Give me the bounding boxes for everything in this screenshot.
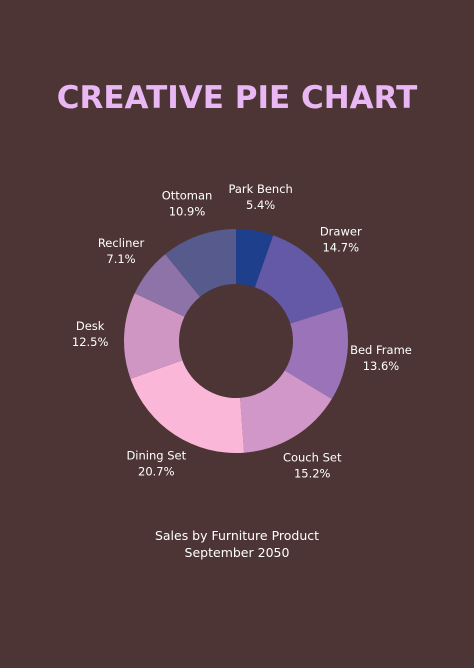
slice-desk [124,293,185,379]
slice-value-park-bench: 5.4% [246,198,275,212]
chart-title: CREATIVE PIE CHART [56,80,418,116]
slice-bed-frame [284,306,348,400]
caption-line-2: September 2050 [184,545,290,560]
slice-park-bench [236,229,274,288]
slice-drawer [254,235,343,324]
slice-label-drawer: Drawer [320,224,362,238]
slice-recliner [134,254,200,317]
slice-label-bed-frame: Bed Frame [350,343,412,357]
slice-value-recliner: 7.1% [106,252,135,266]
chart-caption: Sales by Furniture Product September 205… [0,527,474,561]
slice-value-ottoman: 10.9% [169,204,206,218]
slice-value-desk: 12.5% [72,335,109,349]
slice-label-desk: Desk [76,319,105,333]
slice-label-dining-set: Dining Set [126,448,186,462]
slice-value-dining-set: 20.7% [138,464,175,478]
slice-label-couch-set: Couch Set [283,451,342,465]
slice-couch-set [240,370,332,453]
slice-value-couch-set: 15.2% [294,467,331,481]
slice-value-bed-frame: 13.6% [363,359,400,373]
caption-line-1: Sales by Furniture Product [154,528,320,543]
slice-ottoman [165,229,236,297]
slice-label-ottoman: Ottoman [162,188,213,202]
slice-value-drawer: 14.7% [322,240,359,254]
slice-label-recliner: Recliner [98,236,145,250]
slice-dining-set [130,360,245,453]
slice-label-park-bench: Park Bench [228,182,292,196]
